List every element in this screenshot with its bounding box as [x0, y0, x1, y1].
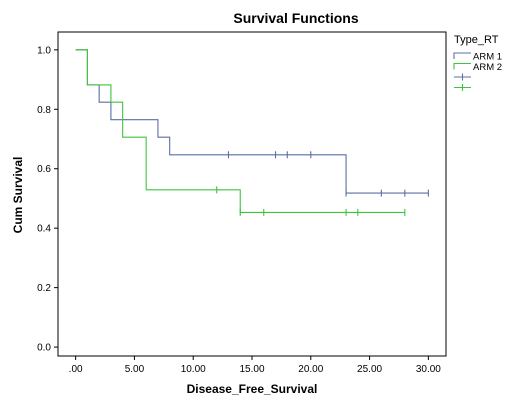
series-line-arm-2	[75, 49, 405, 213]
x-tick-label: 15.00	[239, 364, 264, 375]
x-tick-label: 25.00	[357, 364, 382, 375]
y-tick-label: 0.8	[37, 105, 51, 116]
legend-label: ARM 1	[473, 52, 502, 63]
y-tick-label: 1.0	[37, 45, 51, 56]
y-tick-label: 0.2	[37, 283, 51, 294]
legend-title: Type_RT	[454, 34, 499, 46]
legend-label: ARM 2	[473, 62, 502, 73]
plot-frame	[57, 31, 447, 357]
y-axis-title: Cum Survival	[11, 157, 25, 234]
plot-area: .00 5.00 10.00 15.00 20.00 25.00 30.00 0.0 0.2 0.…	[37, 31, 447, 375]
x-tick-label: 30.00	[416, 364, 441, 375]
y-tick-label: 0.0	[37, 343, 51, 354]
chart-title: Survival Functions	[233, 10, 358, 26]
y-tick-label: 0.6	[37, 164, 51, 175]
x-axis-title: Disease_Free_Survival	[187, 382, 318, 396]
series-line-arm-1	[75, 49, 429, 194]
y-tick-label: 0.4	[37, 224, 51, 235]
x-tick-label: .00	[69, 364, 83, 375]
legend-swatch-line	[453, 62, 471, 70]
x-tick-label: 5.00	[125, 364, 145, 375]
x-tick-label: 20.00	[298, 364, 323, 375]
legend-swatch-line	[453, 52, 471, 59]
x-tick-label: 10.00	[181, 364, 206, 375]
